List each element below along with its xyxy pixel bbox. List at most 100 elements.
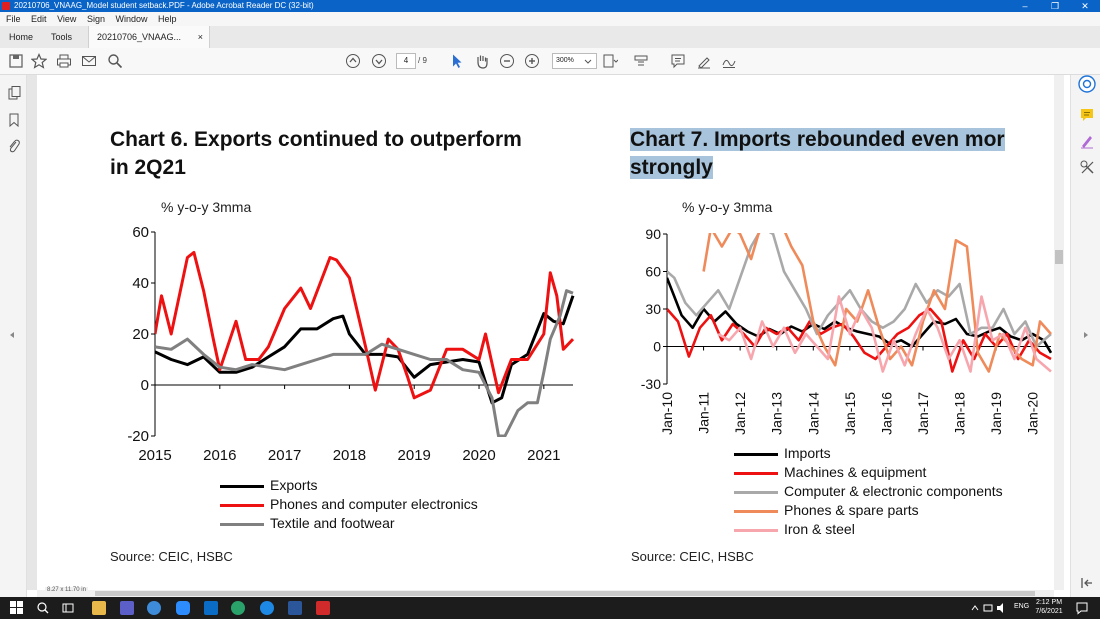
chart7-x-tick-label: Jan-10	[659, 392, 675, 435]
legend-swatch-phones	[220, 503, 264, 507]
chart6-legend: Exports Phones and computer electronics …	[220, 476, 478, 533]
acrobat-app-icon	[2, 2, 10, 10]
chart6-x-tick-label: 2018	[333, 447, 366, 464]
legend-label-imports: Imports	[784, 445, 831, 461]
chart7-y-tick-label: 60	[645, 264, 661, 280]
zoom-out-icon[interactable]	[499, 53, 515, 69]
chart7-x-tick-label: Jan-15	[842, 392, 858, 435]
legend-label-machines: Machines & equipment	[784, 464, 927, 480]
menu-view[interactable]: View	[57, 14, 77, 24]
left-navigation-rail	[0, 75, 27, 597]
close-window-button[interactable]: ✕	[1081, 1, 1089, 11]
chart7-x-tick-label: Jan-20	[1025, 392, 1041, 435]
zoom-in-icon[interactable]	[524, 53, 540, 69]
sign-icon[interactable]	[721, 53, 737, 69]
taskbar-search-icon[interactable]	[36, 601, 50, 615]
chart6-x-tick-label: 2019	[398, 447, 431, 464]
chart6-y-tick-label: -20	[127, 428, 149, 445]
chart6-series-phones-and-computer-electronics	[155, 250, 575, 400]
chart6-x-tick-label: 2015	[138, 447, 171, 464]
fit-page-icon[interactable]	[602, 53, 619, 69]
chart7-series-iron-steel	[717, 295, 1052, 373]
fill-sign-icon[interactable]	[1079, 133, 1095, 149]
select-cursor-icon[interactable]	[449, 53, 465, 69]
expand-right-panel-icon[interactable]	[1080, 327, 1092, 343]
chart7-legend-item: Phones & spare parts	[734, 501, 1003, 520]
page-number-input[interactable]: 4	[396, 53, 416, 69]
language-indicator[interactable]: ENG	[1014, 603, 1030, 610]
horizontal-scroll-thumb[interactable]	[95, 591, 1035, 596]
tab-document[interactable]: 20210706_VNAAG... ×	[88, 26, 210, 48]
menu-sign[interactable]: Sign	[86, 14, 105, 24]
chart7-y-tick-label: 0	[653, 339, 661, 355]
save-icon[interactable]	[8, 53, 24, 69]
page-thumbnails-icon[interactable]	[6, 85, 22, 101]
notifications-icon[interactable]	[1075, 601, 1089, 615]
legend-label-computer: Computer & electronic components	[784, 483, 1003, 499]
system-tray-icons[interactable]	[970, 601, 1010, 615]
tab-document-label: 20210706_VNAAG...	[97, 32, 182, 42]
tab-home[interactable]: Home	[9, 32, 34, 42]
tab-bar: Home Tools 20210706_VNAAG... ×	[0, 26, 1100, 49]
comment-tool-icon[interactable]	[1079, 107, 1095, 123]
skype-icon[interactable]	[147, 601, 161, 615]
zoom-dropdown-chevron-icon[interactable]	[580, 53, 592, 69]
chart7-series-phones-spare-parts	[702, 233, 1052, 373]
page-display-icon[interactable]	[633, 53, 649, 69]
previous-page-icon[interactable]	[345, 53, 361, 69]
vertical-scroll-thumb[interactable]	[1055, 250, 1063, 264]
word-icon[interactable]	[288, 601, 302, 615]
taskbar-clock[interactable]: 2:12 PM 7/6/2021	[1035, 599, 1063, 615]
print-icon[interactable]	[56, 53, 72, 69]
legend-swatch-imports	[734, 452, 778, 456]
bookmarks-icon[interactable]	[6, 112, 22, 128]
chart6-y-tick-label: 60	[132, 224, 149, 241]
chart6-y-tick-label: 20	[132, 326, 149, 343]
outlook-icon[interactable]	[204, 601, 218, 615]
hand-tool-icon[interactable]	[474, 53, 490, 69]
menu-window[interactable]: Window	[115, 14, 148, 24]
tab-tools[interactable]: Tools	[51, 32, 73, 42]
windows-start-icon[interactable]	[10, 601, 24, 615]
attachments-paperclip-icon[interactable]	[6, 138, 22, 154]
more-tools-icon[interactable]	[1079, 159, 1095, 175]
minimize-button[interactable]: –	[1022, 1, 1028, 11]
menu-help[interactable]: Help	[158, 14, 177, 24]
page-size-indicator: 8.27 x 11.70 in	[45, 587, 88, 593]
windows-taskbar: ENG 2:12 PM 7/6/2021	[0, 597, 1100, 619]
menu-file[interactable]: File	[6, 14, 21, 24]
chart6-series-textile-and-footwear	[155, 289, 574, 437]
legend-label-phones-parts: Phones & spare parts	[784, 502, 919, 518]
vertical-scrollbar[interactable]	[1054, 75, 1064, 590]
edge-browser-icon[interactable]	[231, 601, 245, 615]
highlight-pen-icon[interactable]	[696, 53, 712, 69]
tab-close-icon[interactable]: ×	[197, 32, 203, 42]
chart7-legend-item: Imports	[734, 444, 1003, 463]
email-icon[interactable]	[81, 53, 97, 69]
task-view-icon[interactable]	[61, 601, 75, 615]
zoom-level-select[interactable]: 300%	[552, 53, 597, 69]
chart6-series-exports	[155, 295, 575, 405]
comment-icon[interactable]	[670, 53, 686, 69]
bookmark-star-icon[interactable]	[30, 53, 48, 69]
horizontal-scrollbar[interactable]	[37, 590, 1054, 597]
expand-left-panel-icon[interactable]	[6, 327, 18, 343]
teams-icon[interactable]	[120, 601, 134, 615]
chart7-series-computer-electronic-components	[667, 233, 1052, 348]
acrobat-taskbar-icon[interactable]	[316, 601, 330, 615]
chart7-x-tick-label: Jan-13	[769, 392, 785, 435]
next-page-icon[interactable]	[371, 53, 387, 69]
chart6-legend-item: Phones and computer electronics	[220, 495, 478, 514]
chart7-series-machines-equipment	[667, 307, 1052, 373]
search-icon[interactable]	[107, 53, 123, 69]
assistant-chat-icon[interactable]	[1078, 75, 1096, 93]
menu-edit[interactable]: Edit	[31, 14, 47, 24]
legend-swatch-exports	[220, 484, 264, 488]
zoom-app-icon[interactable]	[176, 601, 190, 615]
chart7-title-line2-text: strongly	[630, 156, 713, 179]
collapse-tools-icon[interactable]	[1079, 575, 1095, 591]
chart7-y-tick-label: 30	[645, 301, 661, 317]
internet-explorer-icon[interactable]	[260, 601, 274, 615]
file-explorer-icon[interactable]	[92, 601, 106, 615]
maximize-button[interactable]: ❐	[1050, 1, 1060, 11]
